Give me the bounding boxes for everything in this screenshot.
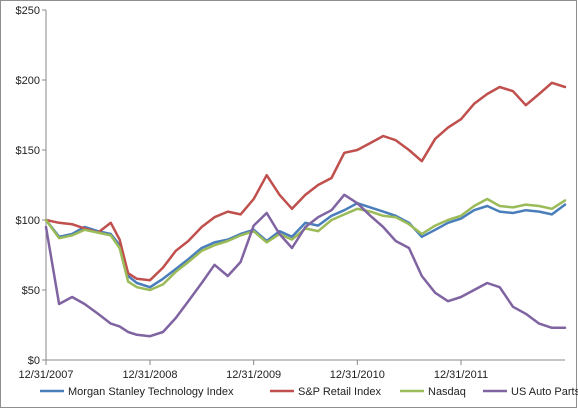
legend-label: Morgan Stanley Technology Index	[68, 386, 234, 398]
x-tick-label: 12/31/2008	[122, 369, 177, 381]
legend: Morgan Stanley Technology Index S&P Retai…	[40, 386, 578, 398]
series-line-nasdaq	[44, 197, 567, 292]
y-tick-label: $50	[22, 285, 40, 297]
axes-group: $0 $50 $100 $150 $200 $250 12/31/2007 12/31/200…	[16, 5, 565, 381]
y-tick-label: $250	[16, 5, 40, 17]
legend-label: US Auto Parts	[511, 386, 578, 398]
series-line-s-p-retail-index	[44, 81, 567, 282]
legend-label: Nasdaq	[428, 386, 466, 398]
x-tick-label: 12/31/2009	[226, 369, 281, 381]
series-group	[44, 81, 567, 338]
x-tick-label: 12/31/2007	[18, 369, 73, 381]
legend-label: S&P Retail Index	[298, 386, 381, 398]
y-tick-label: $0	[28, 355, 40, 367]
y-tick-label: $200	[16, 75, 40, 87]
y-tick-label: $100	[16, 215, 40, 227]
series-line-us-auto-parts	[44, 193, 567, 338]
x-tick-label: 12/31/2011	[434, 369, 488, 381]
y-tick-label: $150	[16, 145, 40, 157]
x-tick-label: 12/31/2010	[330, 369, 385, 381]
